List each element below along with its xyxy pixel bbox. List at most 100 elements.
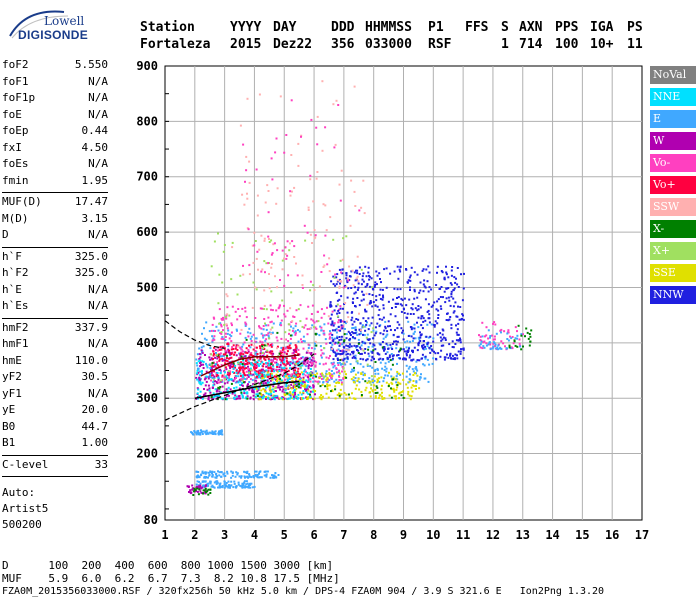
echo-point xyxy=(416,321,418,324)
echo-point xyxy=(251,306,254,309)
echo-point xyxy=(391,348,394,350)
echo-point xyxy=(396,386,399,389)
echo-point xyxy=(303,362,306,365)
echo-point xyxy=(341,258,344,261)
echo-point xyxy=(364,310,367,313)
echo-point xyxy=(456,267,459,269)
echo-point xyxy=(328,372,331,374)
echo-point xyxy=(268,359,271,362)
header-value-10: 11 xyxy=(627,37,643,52)
echo-point xyxy=(279,364,282,366)
echo-point xyxy=(283,358,286,361)
echo-point xyxy=(437,309,440,312)
echo-point xyxy=(270,363,273,365)
echo-point xyxy=(244,378,247,380)
echo-point xyxy=(211,377,214,379)
echo-point xyxy=(222,318,224,321)
echo-point xyxy=(447,356,450,359)
echo-point xyxy=(389,328,392,331)
echo-point xyxy=(289,367,291,370)
param-name: foF2 xyxy=(2,58,29,71)
echo-point xyxy=(388,383,390,386)
echo-point xyxy=(313,237,316,240)
echo-point xyxy=(418,378,421,381)
echo-point xyxy=(271,326,274,329)
echo-point xyxy=(338,278,341,281)
echo-point xyxy=(294,362,297,365)
echo-point xyxy=(356,269,359,272)
echo-point xyxy=(240,476,243,479)
echo-point xyxy=(240,361,243,364)
echo-point xyxy=(197,484,200,487)
echo-point xyxy=(297,340,300,343)
echo-point xyxy=(430,345,433,347)
echo-point xyxy=(246,197,249,200)
echo-point xyxy=(207,432,210,435)
echo-point xyxy=(354,305,357,308)
echo-point xyxy=(258,398,261,401)
echo-point xyxy=(200,430,203,433)
echo-point xyxy=(306,328,309,331)
echo-point xyxy=(360,329,362,332)
echo-point xyxy=(217,378,220,381)
echo-point xyxy=(500,347,503,350)
echo-point xyxy=(271,344,274,347)
echo-point xyxy=(243,203,246,206)
echo-point xyxy=(207,488,210,491)
echo-point xyxy=(338,379,341,381)
echo-point xyxy=(273,381,276,384)
echo-point xyxy=(201,433,204,435)
echo-point xyxy=(241,394,244,397)
echo-point xyxy=(228,349,231,352)
echo-point xyxy=(245,392,248,395)
echo-point xyxy=(197,397,199,400)
echo-point xyxy=(240,378,243,381)
echo-point xyxy=(426,343,429,345)
echo-point xyxy=(234,366,236,369)
echo-point xyxy=(387,360,390,363)
echo-point xyxy=(321,80,324,83)
echo-point xyxy=(270,157,273,160)
echo-point xyxy=(380,281,382,284)
echo-point xyxy=(399,373,402,376)
echo-point xyxy=(405,316,408,319)
echo-point xyxy=(327,357,330,360)
param-value: 4.50 xyxy=(81,140,109,154)
echo-point xyxy=(432,340,435,343)
echo-point xyxy=(221,336,224,339)
echo-point xyxy=(240,351,243,354)
echo-point xyxy=(273,398,276,401)
echo-point xyxy=(391,378,394,381)
echo-point xyxy=(241,374,244,377)
echo-point xyxy=(328,270,331,273)
echo-point xyxy=(195,362,198,365)
echo-point xyxy=(205,338,208,341)
echo-point xyxy=(242,368,245,371)
logo-text-digisonde: DIGISONDE xyxy=(18,28,89,42)
echo-point xyxy=(370,387,372,390)
echo-point xyxy=(462,318,465,321)
echo-point xyxy=(250,374,253,377)
echo-point xyxy=(318,362,321,365)
echo-point xyxy=(329,336,331,339)
echo-point xyxy=(339,329,342,332)
header-label-11: PS xyxy=(627,20,643,35)
echo-point xyxy=(263,318,266,320)
echo-point xyxy=(237,345,239,348)
header-label-0: Station xyxy=(140,20,195,35)
echo-point xyxy=(248,374,251,377)
echo-point xyxy=(279,377,282,380)
echo-point xyxy=(384,374,387,377)
echo-point xyxy=(238,367,241,369)
echo-point xyxy=(223,486,226,489)
echo-point xyxy=(236,293,239,296)
echo-point xyxy=(335,276,338,279)
echo-point xyxy=(289,396,292,399)
echo-point xyxy=(436,300,439,303)
echo-point xyxy=(350,319,353,322)
echo-point xyxy=(487,343,490,346)
param-value: 44.7 xyxy=(81,419,109,433)
param-row: yF1 N/A xyxy=(2,387,108,403)
echo-point xyxy=(280,379,283,382)
echo-point xyxy=(396,265,399,268)
